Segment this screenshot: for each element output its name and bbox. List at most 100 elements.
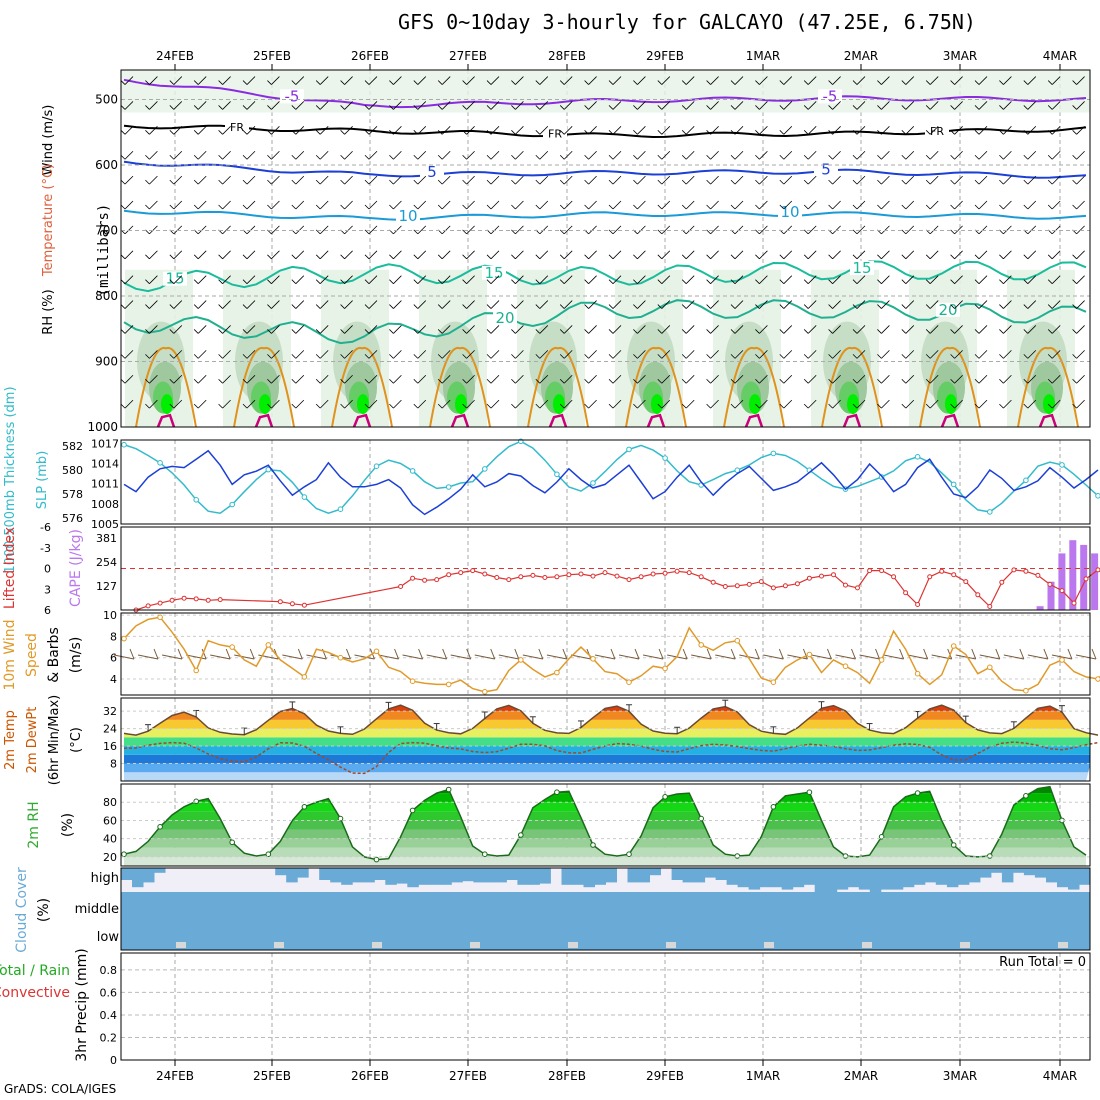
wind-barb <box>929 200 939 210</box>
cloud-high-bar <box>1046 868 1058 883</box>
wind-barb <box>706 130 711 135</box>
cloud-high-bar <box>605 868 617 883</box>
wind-barb <box>826 648 832 660</box>
wind-barb <box>511 229 516 235</box>
cloud-high-bar <box>462 868 474 882</box>
wind-barb <box>124 350 134 359</box>
wind-barb <box>490 374 500 384</box>
wind-barb <box>306 654 327 660</box>
wind-barb <box>267 254 272 260</box>
wind-barb <box>779 130 785 135</box>
wind-barb <box>315 329 321 334</box>
wind-speed-point <box>590 656 596 662</box>
panel-axis-label: Speed <box>24 633 40 677</box>
wind-barb <box>901 279 907 284</box>
wind-barb <box>661 126 671 135</box>
lifted-index-point <box>710 579 716 585</box>
wind-barb <box>1027 325 1037 334</box>
wind-barb <box>222 200 231 210</box>
wind-barb <box>807 275 817 284</box>
rh2m-line <box>123 785 1087 861</box>
wind-barb <box>901 229 907 235</box>
wind-barb <box>633 354 638 359</box>
wind-barb <box>393 399 402 409</box>
rh2m-point <box>301 804 308 810</box>
wind-speed-point <box>554 669 560 676</box>
wind-barb <box>319 150 329 160</box>
wind-barb <box>539 225 549 235</box>
wind-barb <box>974 179 980 185</box>
rh-area <box>455 394 467 415</box>
wind-barb <box>197 150 207 160</box>
wind-barb <box>783 275 793 284</box>
wind-barb <box>706 304 711 309</box>
wind-barb <box>437 80 443 85</box>
wind-barb <box>1051 225 1061 235</box>
wind-barb <box>755 403 760 409</box>
thickness-tick-label: 582 <box>62 440 83 453</box>
wind-barb <box>974 354 980 359</box>
temp-frame <box>120 697 1091 782</box>
wind-barb <box>608 179 614 185</box>
wind-barb <box>730 403 736 409</box>
cloud-frame <box>120 867 1091 951</box>
pressure-tick-label: 800 <box>95 289 118 303</box>
wind-barb <box>413 354 419 359</box>
wind-barb <box>618 654 640 660</box>
wind-barb <box>340 130 345 135</box>
wind-barb <box>610 648 616 660</box>
wind-barb <box>368 150 378 160</box>
wind-barb <box>852 378 858 384</box>
wind-barb <box>193 378 199 384</box>
wind-barb <box>462 254 467 260</box>
rh-area <box>651 394 663 415</box>
wind-barb <box>511 254 516 260</box>
wind-barb <box>486 204 492 210</box>
wind-barb <box>584 130 589 135</box>
cloud-high-bar <box>374 868 386 880</box>
temperature-contour-label: 10 <box>398 207 417 225</box>
wind-barb <box>901 105 907 110</box>
wind-barb <box>559 354 565 359</box>
lifted-index-point <box>301 602 307 608</box>
wind-barb <box>368 76 378 85</box>
panel-axis-label: 2m RH <box>26 801 42 848</box>
wind-barb <box>124 225 134 235</box>
cloud-low-bar <box>176 942 186 948</box>
wind-barb <box>803 229 809 235</box>
wind-barb <box>779 254 785 260</box>
wind-barb <box>413 229 419 235</box>
wind-barb <box>1027 250 1037 260</box>
rh2m-point <box>770 804 777 810</box>
pressure-tick-label: 600 <box>95 158 118 172</box>
wind-barb <box>137 654 159 660</box>
wind-barb <box>633 105 638 110</box>
wind-barb <box>559 304 565 309</box>
temperature-contour-label: FR <box>230 121 244 134</box>
wind-barb <box>978 250 988 260</box>
lifted-index-point <box>530 572 536 578</box>
wind-barb <box>389 204 394 210</box>
wind-barb <box>685 101 695 110</box>
wind-barb <box>643 654 664 660</box>
wind-barb <box>608 329 614 334</box>
wind-barb <box>559 105 565 110</box>
wind-barb <box>498 654 519 660</box>
wind-barb <box>539 101 549 110</box>
wind-barb <box>657 354 663 359</box>
wind-barb <box>462 229 467 235</box>
wind-barb <box>999 403 1004 409</box>
wind-barb <box>267 204 272 210</box>
wind-barb <box>950 254 955 260</box>
temperature-contour-label: 15 <box>165 270 184 288</box>
wind-barb <box>218 154 223 160</box>
slp-point <box>409 468 416 474</box>
lifted-index-point <box>602 570 608 576</box>
wind-barb <box>730 304 736 309</box>
wind-barb <box>759 76 768 85</box>
wind-barb <box>950 279 955 284</box>
lifted-index-point <box>422 577 428 583</box>
wind-barb <box>803 403 809 409</box>
wind-speed-point <box>1095 676 1100 682</box>
wind-barb <box>954 200 963 210</box>
